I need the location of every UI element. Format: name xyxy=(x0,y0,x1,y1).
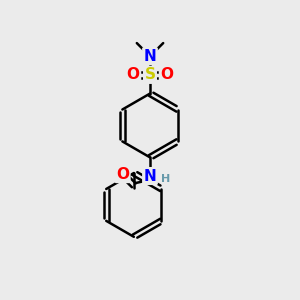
Text: O: O xyxy=(116,167,129,182)
Text: O: O xyxy=(127,68,140,82)
Text: S: S xyxy=(145,68,155,82)
Text: H: H xyxy=(161,174,170,184)
Text: N: N xyxy=(144,169,156,184)
Text: N: N xyxy=(144,49,156,64)
Text: O: O xyxy=(160,68,173,82)
